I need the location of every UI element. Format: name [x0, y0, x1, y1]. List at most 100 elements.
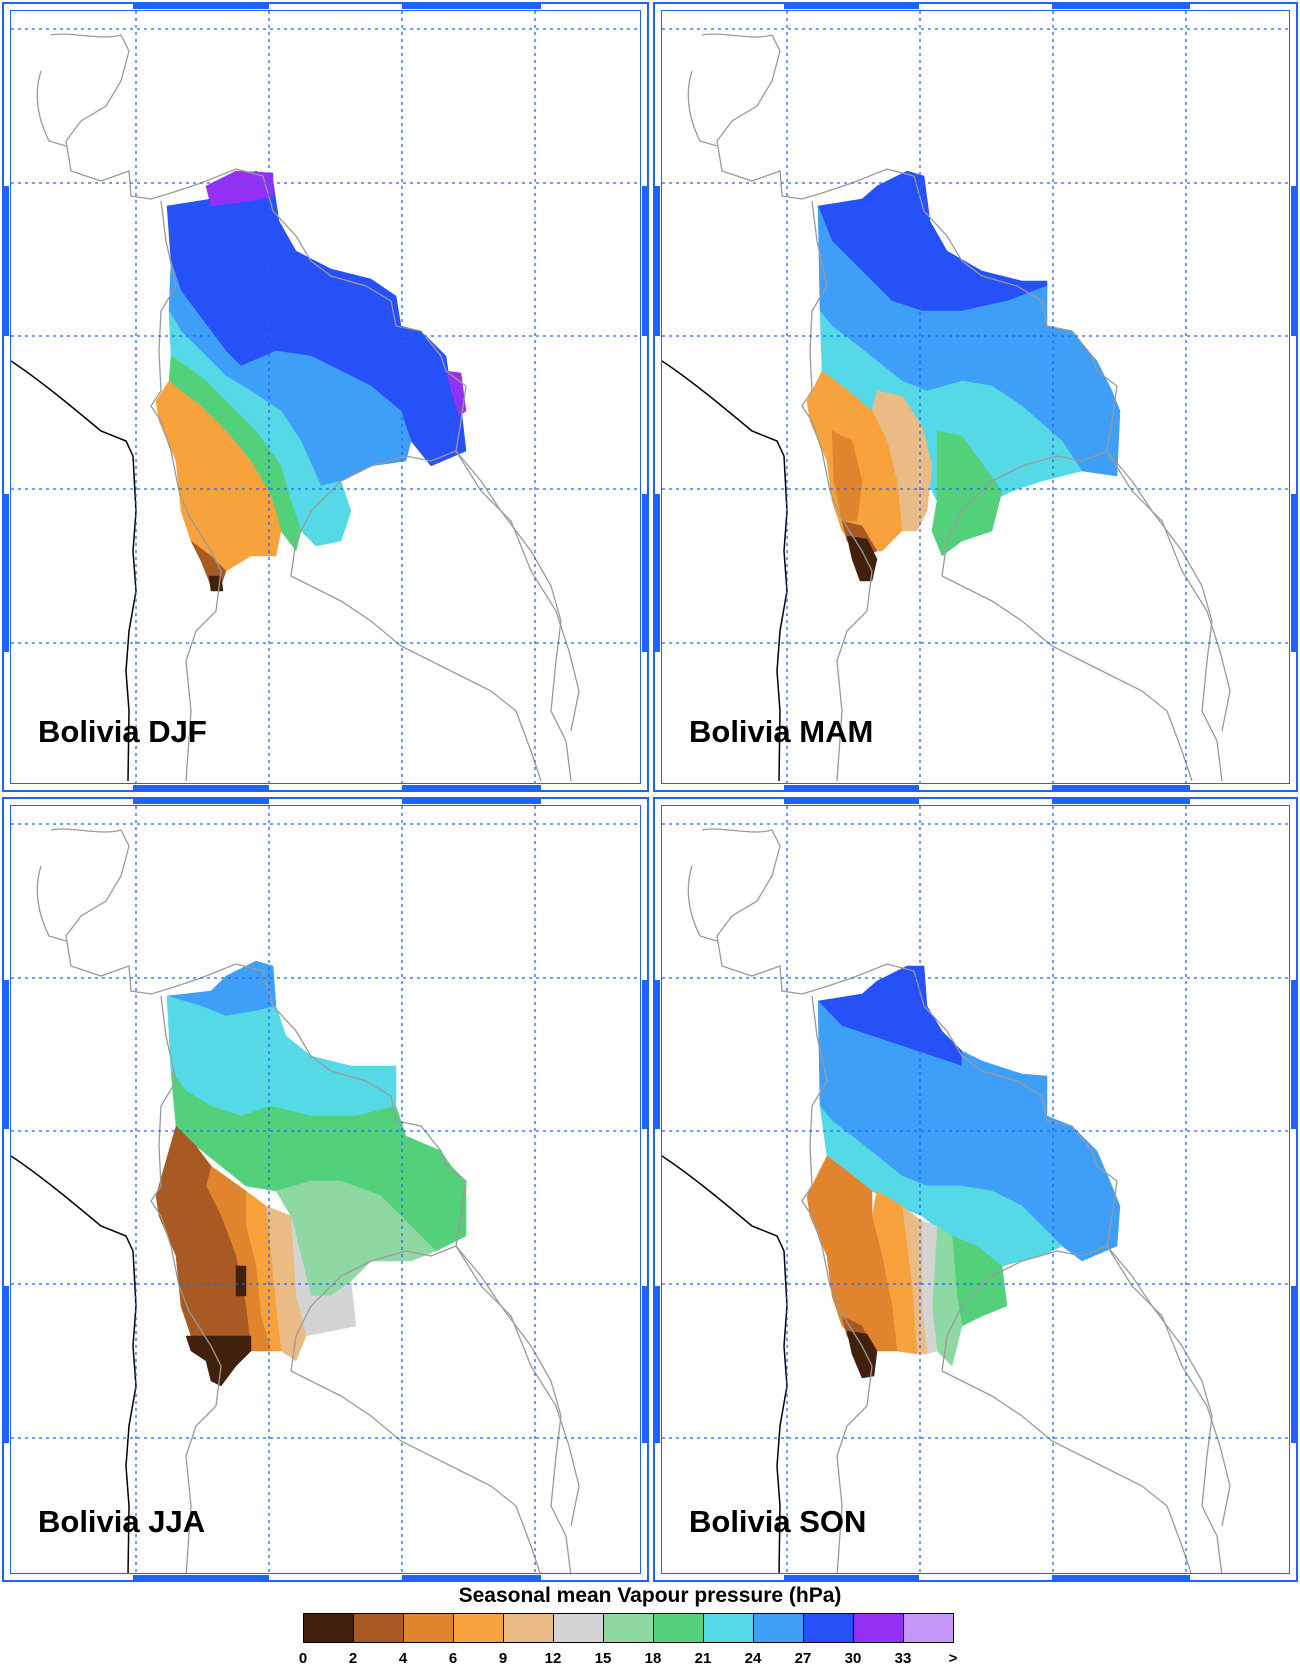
frame-tick-bottom — [401, 785, 541, 792]
field-band-4 — [155, 380, 282, 572]
country-border-2 — [913, 175, 1118, 577]
frame-tick-right — [642, 1285, 649, 1443]
map-panel-djf: Bolivia DJF — [2, 2, 649, 792]
frame-tick-left — [2, 979, 9, 1129]
country-border-4 — [290, 1370, 541, 1573]
frame-tick-bottom — [1051, 785, 1191, 792]
country-border-5 — [1106, 1245, 1223, 1573]
map-panel-jja: Bolivia JJA — [2, 797, 649, 1582]
colorbar-tick-label: 24 — [744, 1650, 762, 1667]
frame-tick-bottom — [784, 1575, 920, 1582]
country-border-4 — [941, 575, 1193, 782]
panel-title-jja: Bolivia JJA — [38, 1504, 206, 1539]
country-border-3 — [801, 200, 873, 782]
colorbar — [303, 1613, 997, 1645]
panel-title-djf: Bolivia DJF — [38, 714, 207, 749]
coastline — [11, 360, 137, 782]
country-border-2 — [262, 970, 467, 1372]
colorbar-tick-label: 12 — [544, 1650, 562, 1667]
country-border-1 — [36, 865, 67, 942]
country-border-4 — [290, 575, 542, 782]
colorbar-swatch — [703, 1613, 754, 1643]
frame-tick-bottom — [1051, 1575, 1191, 1582]
country-border-2 — [913, 970, 1118, 1372]
country-border-1 — [687, 865, 718, 942]
frame-tick-top — [784, 2, 920, 9]
colorbar-swatch — [653, 1613, 704, 1643]
frame-tick-bottom — [133, 1575, 270, 1582]
colorbar-swatch — [453, 1613, 504, 1643]
country-border-5 — [455, 450, 572, 782]
frame-tick-bottom — [784, 785, 920, 792]
country-border-3 — [150, 200, 222, 782]
field-band-7 — [205, 170, 274, 207]
panel-title-son: Bolivia SON — [689, 1504, 867, 1539]
frame-tick-top — [401, 2, 541, 9]
map-frame — [10, 805, 641, 1574]
colorbar-swatch — [353, 1613, 404, 1643]
vapour-pressure-field — [155, 170, 467, 592]
frame-tick-left — [653, 185, 660, 336]
field-band-2 — [170, 1070, 467, 1252]
map-frame — [661, 805, 1290, 1574]
map-jja — [11, 806, 640, 1573]
frame-tick-top — [401, 797, 541, 804]
country-border-0 — [701, 33, 915, 200]
frame-tick-right — [1291, 1285, 1298, 1443]
frame-tick-right — [1291, 493, 1298, 652]
frame-tick-bottom — [401, 1575, 541, 1582]
colorbar-tick-label: 2 — [348, 1650, 358, 1667]
map-son — [662, 806, 1289, 1573]
country-border-0 — [50, 33, 264, 200]
colorbar-tick-label: 9 — [498, 1650, 508, 1667]
country-border-5 — [455, 1245, 572, 1573]
colorbar-tick-label: 6 — [448, 1650, 458, 1667]
coastline — [11, 1155, 137, 1573]
field-band-1 — [166, 995, 397, 1117]
panel-title-mam: Bolivia MAM — [689, 714, 874, 749]
frame-tick-right — [642, 493, 649, 652]
country-border-6 — [1106, 450, 1231, 732]
frame-tick-top — [784, 797, 920, 804]
map-frame — [661, 10, 1290, 784]
colorbar-swatch — [853, 1613, 904, 1643]
country-border-0 — [701, 828, 915, 995]
colorbar-swatch — [803, 1613, 854, 1643]
frame-tick-top — [133, 2, 270, 9]
frame-tick-left — [653, 979, 660, 1129]
colorbar-swatch — [403, 1613, 454, 1643]
frame-tick-left — [2, 185, 9, 336]
colorbar-tick-label: 21 — [694, 1650, 712, 1667]
field-band-10 — [235, 1265, 247, 1297]
colorbar-swatch — [903, 1613, 954, 1643]
colorbar-tick-label: > — [948, 1650, 958, 1667]
colorbar-swatch — [553, 1613, 604, 1643]
map-panel-mam: Bolivia MAM — [653, 2, 1298, 792]
colorbar-tick-label: 27 — [794, 1650, 812, 1667]
country-border-1 — [36, 70, 67, 147]
colorbar-swatch — [503, 1613, 554, 1643]
country-border-2 — [262, 175, 467, 577]
field-band-6 — [208, 575, 224, 592]
frame-tick-bottom — [133, 785, 270, 792]
country-border-0 — [50, 828, 264, 995]
map-frame — [10, 10, 641, 784]
country-border-6 — [455, 1245, 580, 1527]
colorbar-tick-label: 30 — [844, 1650, 862, 1667]
vapour-pressure-field — [806, 965, 1121, 1379]
colorbar-tick-label: 33 — [894, 1650, 912, 1667]
field-band-6 — [831, 430, 863, 522]
map-panel-son: Bolivia SON — [653, 797, 1298, 1582]
field-band-8 — [806, 1155, 898, 1352]
map-djf — [11, 11, 640, 783]
country-border-6 — [1106, 1245, 1231, 1527]
country-border-3 — [150, 995, 222, 1573]
frame-tick-right — [1291, 979, 1298, 1129]
country-border-3 — [801, 995, 873, 1573]
country-border-1 — [687, 70, 718, 147]
legend-title: Seasonal mean Vapour pressure (hPa) — [458, 1584, 842, 1607]
vapour-pressure-field — [155, 960, 467, 1387]
field-band-8 — [155, 1125, 252, 1352]
frame-tick-top — [1051, 797, 1191, 804]
field-band-8 — [846, 535, 878, 582]
